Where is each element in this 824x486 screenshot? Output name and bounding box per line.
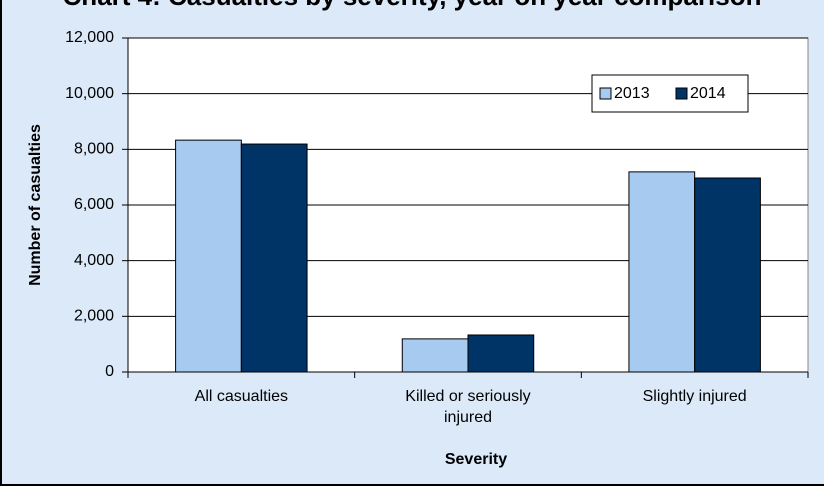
- x-axis-title: Severity: [445, 451, 507, 468]
- bar: [467, 334, 535, 373]
- bar: [240, 143, 308, 373]
- legend-swatch: [599, 87, 612, 100]
- chart-title: Chart 4: Casualties by severity, year on…: [63, 0, 762, 11]
- y-tick-label: 2,000: [74, 308, 114, 325]
- legend-label: 2014: [690, 85, 726, 102]
- legend-label: 2013: [614, 85, 650, 102]
- y-tick-label: 6,000: [74, 196, 114, 213]
- x-tick-label: All casualties: [195, 388, 288, 405]
- bar: [401, 338, 469, 373]
- y-tick-label: 8,000: [74, 141, 114, 158]
- y-tick-label: 4,000: [74, 252, 114, 269]
- y-tick-label: 10,000: [65, 85, 114, 102]
- y-tick-label: 12,000: [65, 29, 114, 46]
- x-tick-label: Slightly injured: [643, 388, 747, 405]
- bar: [175, 139, 242, 373]
- legend-swatch: [675, 87, 688, 100]
- y-tick-label: 0: [105, 363, 114, 380]
- x-tick-label: injured: [444, 409, 492, 426]
- bar: [694, 177, 761, 373]
- x-tick-label: Killed or seriously: [405, 388, 530, 405]
- y-axis-title: Number of casualties: [27, 124, 44, 286]
- legend-box: [591, 74, 749, 113]
- bar: [628, 171, 696, 373]
